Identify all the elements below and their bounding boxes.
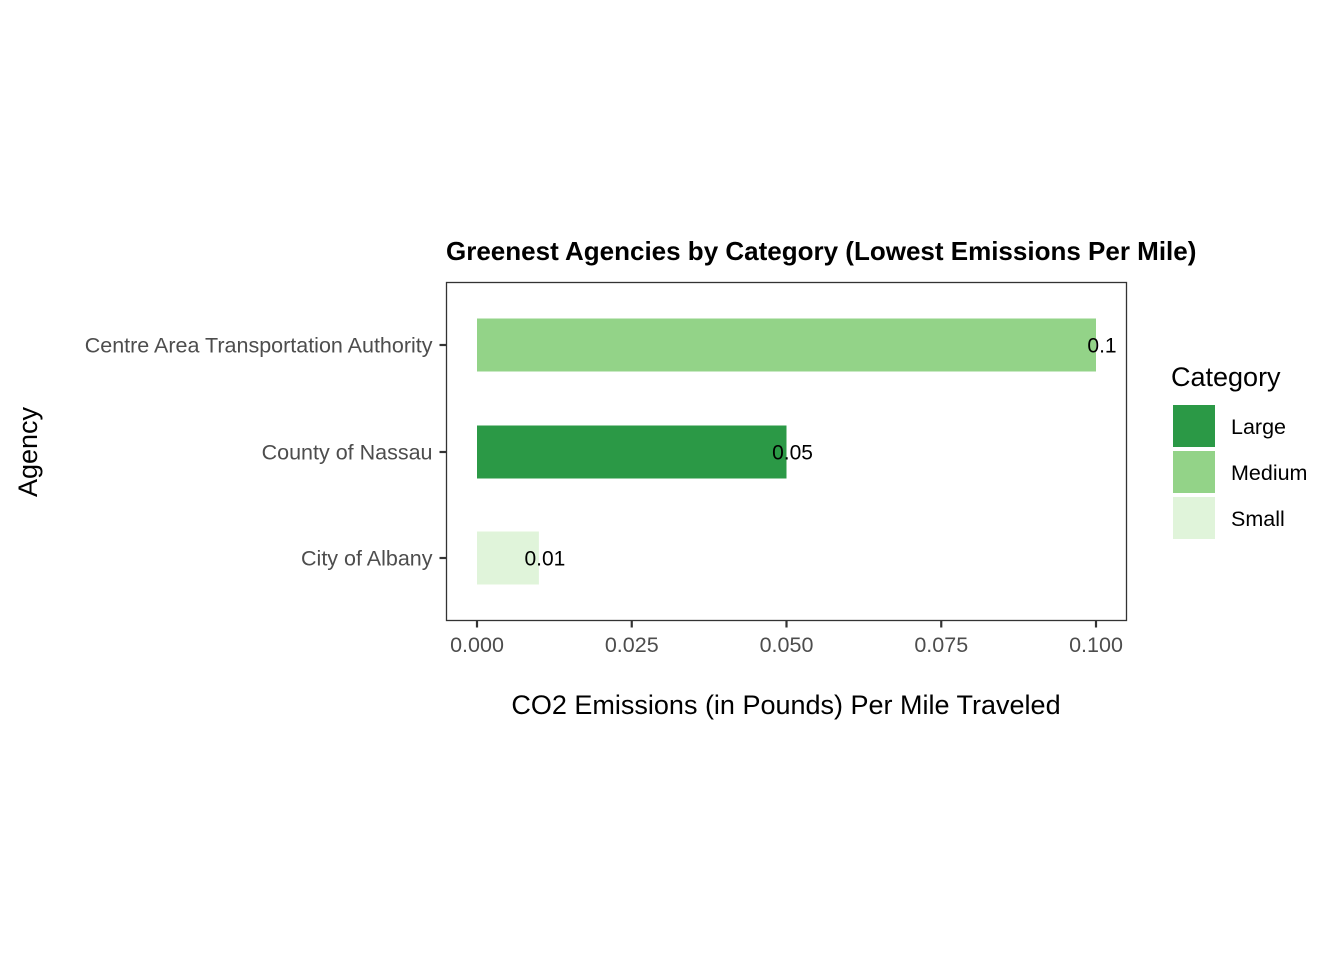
legend-key-small xyxy=(1173,497,1215,539)
legend-title: Category xyxy=(1171,362,1281,392)
x-tick-label: 0.100 xyxy=(1069,633,1123,657)
y-axis-title: Agency xyxy=(13,406,43,497)
bars-layer xyxy=(477,318,1096,585)
legend-label-large: Large xyxy=(1231,415,1286,439)
bar-centre-area-transportation-authority xyxy=(477,318,1096,372)
x-tick-label: 0.075 xyxy=(914,633,968,657)
legend-key-large xyxy=(1173,405,1215,447)
data-label-city-of-albany: 0.01 xyxy=(524,548,565,571)
x-axis: 0.000 0.025 0.050 0.075 0.100 xyxy=(450,620,1123,657)
legend: Category Large Medium Small xyxy=(1171,362,1307,539)
y-axis: Centre Area Transportation Authority Coun… xyxy=(85,334,447,571)
y-tick-label: County of Nassau xyxy=(262,441,433,465)
bar-county-of-nassau xyxy=(477,425,787,479)
legend-label-medium: Medium xyxy=(1231,461,1307,485)
legend-key-medium xyxy=(1173,451,1215,493)
x-tick-label: 0.025 xyxy=(605,633,659,657)
x-tick-label: 0.000 xyxy=(450,633,504,657)
legend-label-small: Small xyxy=(1231,507,1285,531)
y-tick-label: Centre Area Transportation Authority xyxy=(85,334,433,358)
y-tick-label: City of Albany xyxy=(301,547,433,571)
x-tick-label: 0.050 xyxy=(760,633,814,657)
data-label-centre-area-transportation-authority: 0.1 xyxy=(1087,335,1116,358)
data-label-county-of-nassau: 0.05 xyxy=(772,442,813,465)
x-axis-title: CO2 Emissions (in Pounds) Per Mile Trave… xyxy=(511,690,1060,720)
chart-title: Greenest Agencies by Category (Lowest Em… xyxy=(446,236,1196,266)
bar-city-of-albany xyxy=(477,531,539,585)
data-labels-layer: 0.1 0.05 0.01 xyxy=(524,335,1116,571)
